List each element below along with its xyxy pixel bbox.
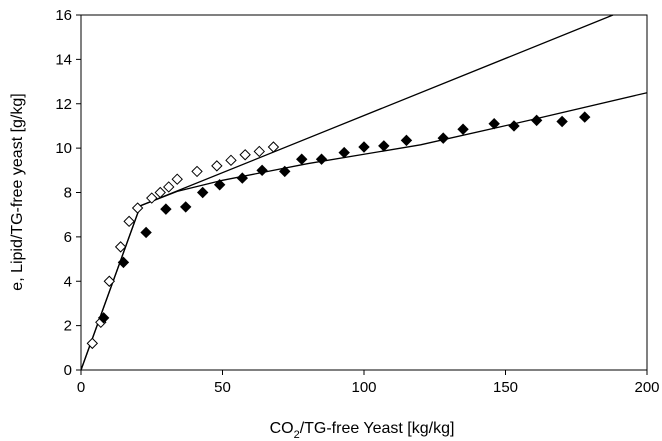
open-diamond-point (225, 154, 237, 167)
y-tick-label: 10 (55, 140, 72, 157)
x-tick-label: 150 (493, 379, 518, 396)
filled-diamond-point (196, 186, 209, 199)
open-diamond-point (163, 181, 175, 193)
open-diamond-point (211, 160, 223, 172)
filled-diamond-point (315, 153, 328, 165)
filled-diamond-point (358, 141, 370, 153)
open-diamond-point (146, 192, 158, 204)
filled-diamond-point (279, 165, 291, 178)
filled-diamond-point (400, 134, 413, 147)
filled-diamond-point (256, 164, 268, 177)
y-tick-label: 4 (64, 273, 72, 290)
filled-diamond-point (457, 123, 469, 135)
open-diamond-point (239, 149, 251, 161)
open-diamond-point (123, 215, 135, 228)
filled-diamond-point (296, 153, 308, 165)
y-tick-label: 6 (64, 229, 72, 246)
x-axis-ticks: 0 50 100 150 200 (77, 370, 660, 396)
y-axis-ticks: 0 2 4 6 8 10 12 14 16 (55, 7, 81, 379)
fit-line-2 (80, 92, 648, 371)
filled-diamond-point (378, 140, 390, 152)
y-tick-label: 16 (55, 7, 72, 24)
filled-diamond-point (140, 226, 152, 239)
y-tick-label: 12 (55, 96, 72, 113)
x-tick-label: 200 (634, 379, 659, 396)
filled-diamond-point (530, 114, 543, 127)
filled-diamond-point (488, 118, 500, 130)
filled-diamond-point (437, 132, 449, 144)
x-axis-title-text-rest: /TG-free Yeast [kg/kg] (300, 420, 455, 437)
open-diamond-point (103, 275, 116, 287)
open-diamond-point (171, 173, 183, 185)
x-tick-label: 0 (77, 379, 85, 396)
y-tick-label: 2 (64, 318, 72, 335)
x-axis-title-subscript: 2 (294, 429, 300, 441)
filled-diamond-point (160, 203, 172, 215)
data-markers (86, 111, 591, 350)
open-diamond-point (86, 337, 99, 350)
open-diamond-point (131, 202, 144, 214)
x-tick-label: 100 (351, 379, 376, 396)
open-diamond-point (114, 241, 127, 253)
filled-diamond-point (117, 256, 130, 269)
open-diamond-point (267, 141, 280, 153)
filled-diamond-point (180, 201, 192, 213)
x-tick-label: 50 (214, 379, 231, 396)
filled-diamond-point (213, 179, 226, 191)
y-tick-label: 14 (55, 51, 72, 68)
x-axis-title: CO2/TG-free Yeast [kg/kg] (270, 420, 455, 441)
filled-diamond-point (508, 120, 520, 132)
y-tick-label: 0 (64, 362, 72, 379)
x-axis-title-text: CO (270, 420, 294, 437)
y-axis-title: e, Lipid/TG-free yeast [g/kg] (9, 93, 26, 290)
filled-diamond-point (338, 146, 350, 159)
filled-diamond-point (97, 312, 110, 324)
filled-diamond-point (579, 111, 591, 123)
filled-diamond-point (556, 115, 568, 128)
filled-diamond-point (236, 172, 249, 184)
open-diamond-point (154, 186, 166, 199)
open-diamond-point (191, 165, 203, 178)
y-tick-label: 8 (64, 185, 72, 202)
open-diamond-point (253, 145, 265, 158)
